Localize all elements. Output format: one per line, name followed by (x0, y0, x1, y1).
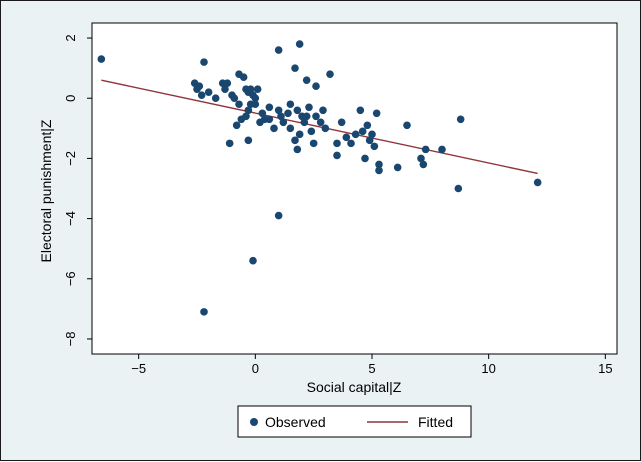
data-point (363, 121, 372, 130)
data-point (251, 94, 260, 103)
data-point (232, 121, 241, 130)
y-tick-label: −4 (63, 211, 78, 226)
data-point (291, 64, 299, 72)
data-point (244, 106, 253, 115)
y-tick-label: 2 (63, 34, 78, 41)
data-point (258, 109, 267, 118)
legend-fitted-label: Fitted (418, 414, 453, 430)
data-point (342, 133, 351, 142)
data-point (351, 130, 360, 139)
data-point (333, 139, 341, 148)
data-point (312, 112, 320, 121)
x-tick-label: −5 (131, 361, 146, 376)
data-point (286, 124, 295, 133)
data-point (337, 118, 346, 127)
data-point (305, 103, 313, 112)
data-point (356, 106, 365, 115)
data-point (372, 109, 381, 118)
data-point (246, 85, 255, 93)
data-point (239, 73, 248, 81)
data-point (195, 82, 204, 90)
data-point (307, 127, 316, 136)
data-point (265, 103, 274, 112)
data-point (361, 154, 369, 163)
data-point (319, 106, 327, 115)
data-point (204, 88, 213, 97)
y-tick-label: 0 (63, 95, 78, 102)
data-point (295, 130, 304, 139)
data-point (326, 70, 334, 78)
x-tick-label: 15 (598, 361, 612, 376)
data-point (302, 76, 311, 84)
y-axis-title: Electoral punishment|Z (38, 119, 54, 262)
x-tick-label: 0 (252, 361, 259, 376)
data-point (249, 256, 257, 265)
data-point (302, 112, 311, 121)
data-point (456, 115, 465, 124)
data-point (347, 139, 355, 148)
legend-observed-marker (250, 418, 258, 426)
data-point (251, 100, 260, 109)
data-point (438, 145, 446, 154)
data-point (97, 55, 106, 63)
data-point (253, 85, 262, 93)
data-point (533, 178, 542, 187)
legend: Observed Fitted (237, 405, 472, 438)
fitted-line (101, 79, 538, 175)
data-point (312, 82, 320, 90)
data-point (286, 100, 295, 109)
data-point (358, 127, 367, 136)
data-point (300, 118, 309, 127)
data-point (421, 145, 430, 154)
data-point (393, 163, 402, 172)
data-point (211, 94, 220, 103)
data-point (230, 94, 239, 103)
data-point (368, 130, 376, 139)
data-point (235, 100, 243, 109)
data-point (309, 139, 318, 148)
data-point (244, 136, 253, 145)
data-point (274, 46, 283, 54)
y-tick-label: −2 (63, 151, 78, 166)
data-point (221, 85, 229, 93)
plot-area (91, 22, 618, 355)
legend-observed-label: Observed (265, 414, 326, 430)
data-point (365, 136, 374, 145)
data-point (316, 118, 325, 127)
data-point (454, 184, 463, 193)
y-tick-label: −8 (63, 332, 78, 347)
data-point (265, 115, 274, 124)
data-point (375, 160, 383, 169)
data-point (333, 151, 341, 160)
data-point (375, 166, 383, 175)
data-point (270, 124, 278, 133)
data-point (321, 124, 330, 133)
data-point (274, 211, 283, 220)
data-point (370, 142, 379, 151)
data-point (197, 91, 206, 100)
data-point (277, 112, 285, 121)
data-point (200, 308, 208, 316)
data-point (200, 58, 208, 66)
data-point (279, 118, 288, 127)
data-point (274, 106, 283, 115)
data-point (291, 136, 299, 145)
data-point (295, 40, 304, 48)
data-point (237, 115, 246, 124)
x-tick-label: 10 (481, 361, 495, 376)
data-point (293, 106, 302, 115)
x-tick-label: 5 (368, 361, 375, 376)
data-point (223, 79, 232, 87)
data-point (403, 121, 411, 130)
data-point (419, 160, 428, 169)
legend-box (237, 405, 472, 438)
data-point (293, 145, 302, 154)
x-axis-title: Social capital|Z (307, 379, 402, 395)
y-tick-label: −6 (63, 271, 78, 286)
data-point (284, 109, 292, 118)
data-point (417, 154, 425, 163)
data-point (225, 139, 234, 148)
